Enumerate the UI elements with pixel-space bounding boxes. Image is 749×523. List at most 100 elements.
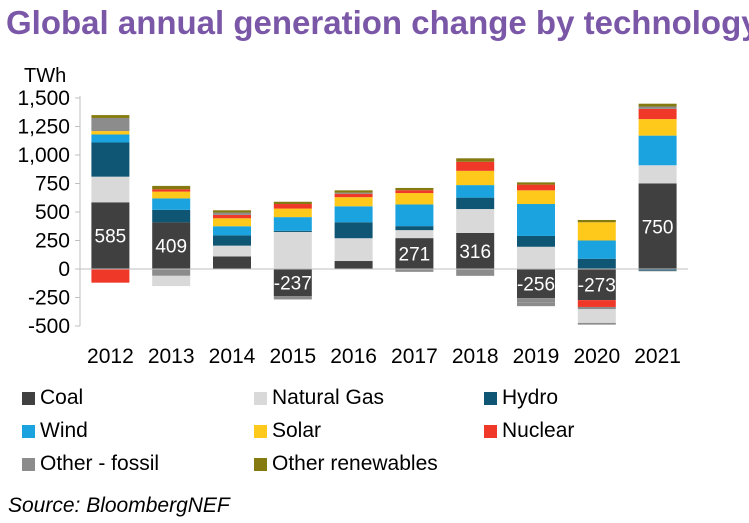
bar-segment-2017-other-fossil xyxy=(395,269,434,272)
legend-item-other-renewables: Other renewables xyxy=(254,452,438,476)
legend-label-nuclear: Nuclear xyxy=(502,419,575,442)
bar-segment-2021-nuclear xyxy=(638,108,677,120)
bar-segment-2019-hydro xyxy=(517,235,555,247)
bar-segment-2020-nuclear xyxy=(577,300,616,307)
bar-segment-2021-solar xyxy=(638,119,677,136)
bar-segment-2018-other-fossil xyxy=(456,269,495,276)
data-label-2017: 271 xyxy=(399,245,431,266)
x-tick-label: 2020 xyxy=(573,345,620,368)
bar-segment-2017-solar xyxy=(395,193,434,205)
y-tick-label: -250 xyxy=(28,287,70,310)
bar-segment-2018-natural-gas xyxy=(456,209,495,233)
bar-segment-2021-other-fossil xyxy=(638,106,677,109)
bar-segment-2020-other-fossil xyxy=(577,306,616,310)
bar-segment-2015-coal xyxy=(273,269,312,297)
bar-segment-2016-wind xyxy=(334,206,373,223)
bar-segment-2012-hydro xyxy=(91,142,130,177)
y-tick-label: 0 xyxy=(58,258,70,281)
data-label-2019: -256 xyxy=(517,275,555,296)
legend-swatch-nuclear xyxy=(484,424,497,438)
x-tick-label: 2019 xyxy=(513,345,560,368)
bar-segment-2019-nuclear xyxy=(517,184,555,191)
chart-legend: Coal Natural Gas Hydro Wind Solar Nuclea… xyxy=(22,384,722,484)
bar-segment-2015-other-renewables xyxy=(273,201,312,205)
bar-segment-2016-coal xyxy=(334,261,373,269)
bar-segment-2012-nuclear xyxy=(91,269,130,283)
bar-segment-2020-wind xyxy=(577,240,616,259)
bar-segment-2017-hydro xyxy=(395,226,434,231)
y-tick-label: 250 xyxy=(35,230,70,253)
bar-segment-2018-hydro xyxy=(456,197,495,210)
bar-segment-2013-other-fossil xyxy=(152,269,191,276)
data-label-2013: 409 xyxy=(155,237,187,258)
legend-swatch-natural-gas xyxy=(254,391,267,405)
legend-label-other-fossil: Other - fossil xyxy=(40,452,160,475)
bar-segment-2017-coal xyxy=(395,238,434,269)
bar-segment-2014-hydro xyxy=(213,235,251,246)
bar-segment-2019-coal xyxy=(517,269,555,299)
bar-segment-2013-other-renewables xyxy=(152,185,191,190)
bar-segment-2016-other-renewables xyxy=(334,190,373,193)
bar-segment-2012-solar xyxy=(91,131,130,135)
bar-segment-2019-natural-gas xyxy=(517,246,555,269)
legend-item-coal: Coal xyxy=(22,386,83,410)
bar-segment-2014-nuclear xyxy=(213,214,251,219)
legend-swatch-hydro xyxy=(484,391,497,405)
bar-segment-2018-coal xyxy=(456,232,495,269)
bar-segment-2015-natural-gas xyxy=(273,231,312,269)
bar-segment-2020-other-renewables xyxy=(577,219,616,223)
bar-segment-2018-nuclear xyxy=(456,161,495,171)
bar-segment-2016-natural-gas xyxy=(334,238,373,262)
bar-segment-2018-wind xyxy=(456,185,495,198)
x-tick-label: 2012 xyxy=(87,345,134,368)
legend-label-other-renewables: Other renewables xyxy=(272,452,438,475)
bar-segment-2017-wind xyxy=(395,204,434,227)
bar-segment-2019-other-renewables xyxy=(517,182,555,185)
legend-swatch-wind xyxy=(22,424,35,438)
bar-segment-2012-wind xyxy=(91,134,130,143)
x-tick-label: 2018 xyxy=(452,345,499,368)
bar-segment-2020-other-fossil xyxy=(577,322,616,325)
legend-label-hydro: Hydro xyxy=(502,386,559,409)
y-tick-label: 1,000 xyxy=(17,144,70,167)
bar-segment-2016-solar xyxy=(334,197,373,207)
bar-segment-2020-coal xyxy=(577,269,616,301)
bar-segment-2014-natural-gas xyxy=(213,245,251,257)
bar-segment-2015-solar xyxy=(273,208,312,218)
bar-segment-2013-nuclear xyxy=(152,189,191,192)
bar-segment-2013-coal xyxy=(152,222,191,269)
bar-segment-2016-other-fossil xyxy=(334,192,373,194)
legend-item-wind: Wind xyxy=(22,419,88,443)
x-tick-label: 2015 xyxy=(269,345,316,368)
bar-segment-2018-other-renewables xyxy=(456,158,495,162)
bar-segment-2015-hydro xyxy=(273,230,312,232)
legend-label-solar: Solar xyxy=(272,419,322,442)
y-axis-unit-label: TWh xyxy=(24,65,66,87)
x-tick-label: 2013 xyxy=(148,345,195,368)
bar-segment-2012-coal xyxy=(91,202,130,269)
legend-label-wind: Wind xyxy=(40,419,88,442)
bar-segment-2019-solar xyxy=(517,190,555,205)
bar-segment-2017-other-renewables xyxy=(395,187,434,191)
source-note: Source: BloombergNEF xyxy=(8,494,230,517)
bar-segment-2021-natural-gas xyxy=(638,165,677,184)
x-tick-label: 2021 xyxy=(634,345,681,368)
legend-swatch-other-renewables xyxy=(254,457,267,471)
legend-item-other-fossil: Other - fossil xyxy=(22,452,159,476)
legend-item-hydro: Hydro xyxy=(484,386,558,410)
bar-segment-2015-nuclear xyxy=(273,204,312,209)
bar-segment-2014-coal xyxy=(213,256,251,269)
data-label-2021: 750 xyxy=(642,217,674,238)
data-label-2012: 585 xyxy=(95,227,127,248)
bar-segment-2013-wind xyxy=(152,198,191,210)
y-tick-label: 1,250 xyxy=(17,116,70,139)
bar-segment-2012-other-fossil xyxy=(91,117,130,132)
y-tick-label: -500 xyxy=(28,315,70,338)
bar-segment-2021-other-fossil xyxy=(638,270,677,272)
bar-segment-2021-hydro xyxy=(638,269,677,271)
y-tick-label: 750 xyxy=(35,173,70,196)
bar-segment-2020-natural-gas xyxy=(577,309,616,323)
bar-segment-2019-other-fossil xyxy=(517,302,555,307)
x-tick-label: 2017 xyxy=(391,345,438,368)
